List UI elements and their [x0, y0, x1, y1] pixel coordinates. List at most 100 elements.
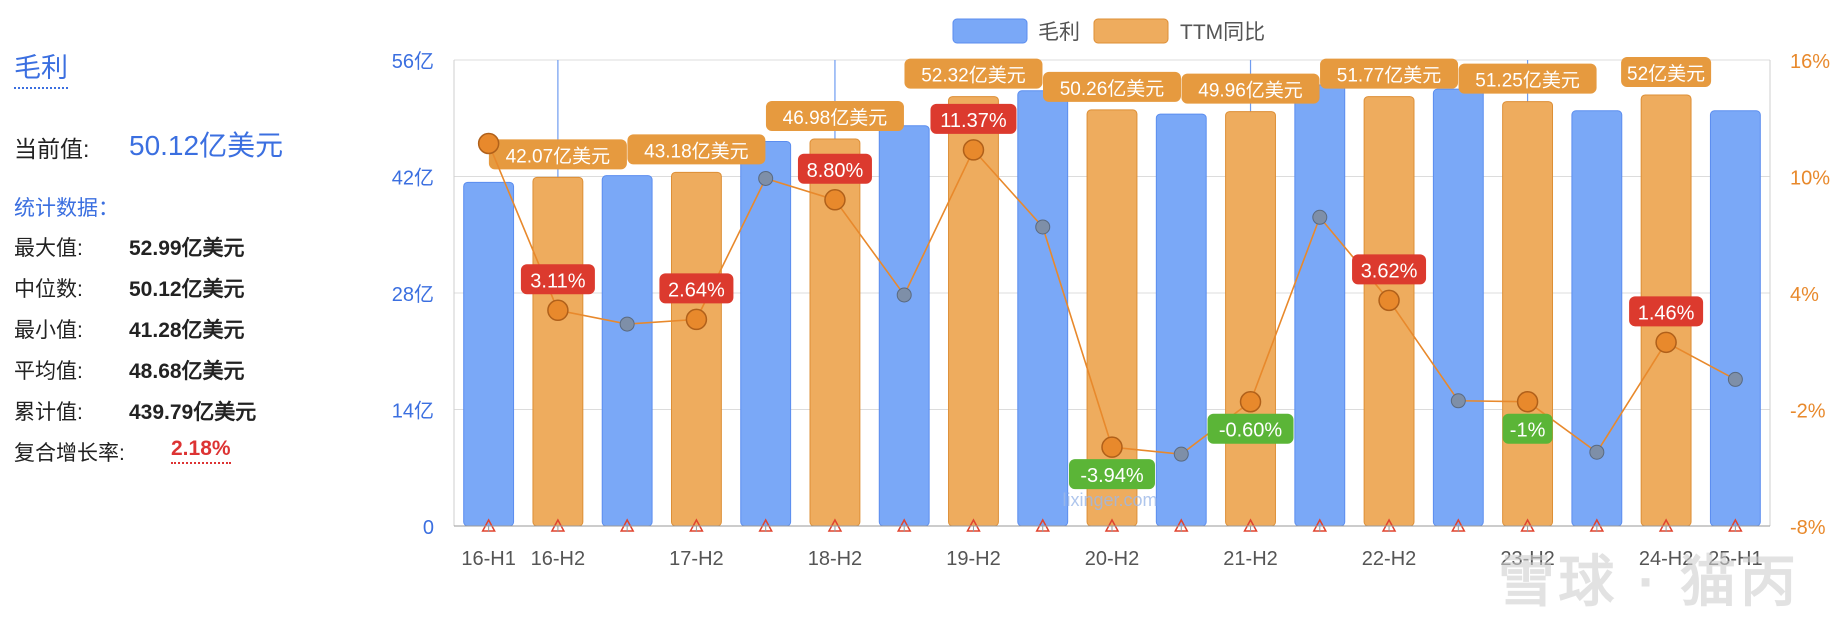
- stat-value: 48.68亿美元: [129, 360, 245, 383]
- line-value-label: 2.64%: [668, 279, 725, 301]
- right-axis-tick: 16%: [1790, 51, 1830, 73]
- ttm-yoy-point: [1516, 390, 1539, 413]
- current-value-label: 当前值:: [14, 136, 90, 162]
- stat-label: 中位数:: [14, 278, 83, 301]
- bar: [1155, 113, 1207, 527]
- bar: [740, 141, 792, 527]
- line-value-label-bg: [659, 273, 734, 304]
- bar: [601, 175, 653, 527]
- line-value-label-bg: [1629, 296, 1704, 327]
- line-value-label: -3.94%: [1080, 465, 1144, 487]
- bar: [532, 176, 584, 527]
- stat-value: 439.79亿美元: [129, 401, 257, 424]
- line-value-label-bg: [930, 103, 1017, 134]
- right-axis-tick: 10%: [1790, 168, 1830, 190]
- line-value-label-bg: [1502, 413, 1553, 444]
- ttm-yoy-point: [824, 189, 846, 211]
- stats-section-title: 统计数据：: [14, 197, 119, 220]
- line-value-label: -1%: [1510, 420, 1546, 442]
- bar-value-label-bg: [627, 134, 766, 165]
- x-tick-label: 21-H2: [1223, 548, 1277, 570]
- left-axis-tick: 14亿: [392, 400, 434, 423]
- line-value-label: 1.46%: [1638, 302, 1695, 324]
- legend-label-gross-profit: 毛利: [1038, 21, 1080, 44]
- right-axis-tick: 4%: [1790, 284, 1819, 306]
- left-axis-tick: 56亿: [392, 50, 434, 73]
- stats-panel: 毛利 当前值: 50.12亿美元 统计数据： 最大值: 52.99亿美元 中位数…: [0, 0, 380, 618]
- line-value-label-bg: [1352, 254, 1427, 285]
- legend-swatch-ttm-yoy: [1093, 18, 1169, 44]
- stat-value: 52.99亿美元: [129, 237, 245, 260]
- bar-value-label: 52.32亿美元: [921, 65, 1026, 87]
- x-tick-label: 19-H2: [946, 548, 1000, 570]
- left-axis-tick: 0: [423, 517, 434, 539]
- stat-label: 累计值:: [14, 401, 83, 424]
- bar-value-label-bg: [765, 101, 904, 132]
- x-tick-label: 23-H2: [1500, 548, 1554, 570]
- bar: [1571, 110, 1623, 527]
- line-value-label-bg: [797, 153, 872, 184]
- ttm-yoy-point: [477, 132, 500, 155]
- right-axis-tick: -8%: [1790, 517, 1826, 539]
- x-tick-label: 20-H2: [1085, 548, 1139, 570]
- ttm-yoy-point: [962, 139, 985, 161]
- ttm-yoy-point: [1173, 446, 1189, 462]
- stat-row-cagr: 复合增长率: 2.18%: [14, 437, 231, 467]
- stat-row-min: 最小值: 41.28亿美元: [14, 314, 245, 344]
- bar-value-label: 46.98亿美元: [783, 107, 888, 129]
- left-axis-tick: 28亿: [392, 283, 434, 306]
- bar: [1017, 90, 1069, 527]
- bar-value-label-bg: [1621, 56, 1712, 87]
- bar-value-label-bg: [1458, 63, 1597, 94]
- bar: [1432, 88, 1484, 527]
- bar-value-label-bg: [1320, 58, 1459, 89]
- line-value-label: 3.11%: [530, 270, 585, 292]
- stat-row-average: 平均值: 48.68亿美元: [14, 355, 245, 385]
- ttm-yoy-point: [1655, 331, 1677, 354]
- ttm-yoy-point: [1589, 444, 1605, 460]
- right-axis-tick: -2%: [1790, 401, 1826, 423]
- ttm-yoy-point: [1035, 219, 1051, 235]
- bar-value-label: 43.18亿美元: [644, 140, 749, 162]
- stat-row-median: 中位数: 50.12亿美元: [14, 273, 245, 303]
- ttm-yoy-point: [758, 170, 774, 186]
- bar-value-label: 51.77亿美元: [1337, 65, 1442, 87]
- ttm-yoy-point: [1312, 209, 1328, 225]
- bar: [1502, 101, 1554, 527]
- bar-value-label-bg: [488, 139, 627, 170]
- cagr-value[interactable]: 2.18%: [171, 437, 231, 464]
- line-value-label: 11.37%: [940, 110, 1007, 132]
- x-tick-label: 22-H2: [1362, 548, 1416, 570]
- ttm-yoy-point: [1101, 436, 1123, 458]
- bar: [670, 171, 722, 527]
- ttm-yoy-point: [1378, 289, 1400, 312]
- line-value-label-bg: [520, 264, 595, 295]
- bar-value-label: 51.25亿美元: [1475, 70, 1580, 92]
- ttm-yoy-point: [685, 308, 708, 331]
- x-tick-label: 25-H1: [1708, 548, 1762, 570]
- legend-swatch-gross-profit: [952, 18, 1028, 44]
- bar: [1225, 111, 1276, 527]
- metric-title[interactable]: 毛利: [14, 46, 68, 89]
- lixinger-watermark: lixinger.com: [1062, 490, 1157, 510]
- stat-label: 复合增长率:: [14, 442, 125, 465]
- bar-value-label-bg: [1181, 73, 1320, 104]
- ttm-yoy-point: [1239, 390, 1262, 413]
- bar: [1294, 84, 1346, 527]
- stat-label: 最小值:: [14, 319, 83, 342]
- ttm-yoy-point: [1450, 393, 1466, 409]
- bar: [463, 181, 515, 527]
- line-value-label: -0.60%: [1219, 420, 1283, 442]
- stat-value: 50.12亿美元: [129, 278, 245, 301]
- x-tick-label: 24-H2: [1639, 548, 1693, 570]
- x-tick-label: 16-H2: [531, 548, 585, 570]
- bar-value-label: 42.07亿美元: [506, 145, 611, 167]
- ttm-yoy-point: [1727, 371, 1743, 387]
- bar: [878, 125, 930, 527]
- x-tick-label: 17-H2: [669, 548, 723, 570]
- bar-value-label-bg: [1043, 71, 1181, 102]
- left-axis-tick: 42亿: [392, 167, 434, 190]
- stat-label: 平均值:: [14, 360, 83, 383]
- ttm-yoy-point: [619, 316, 635, 332]
- line-value-label-bg: [1069, 459, 1155, 490]
